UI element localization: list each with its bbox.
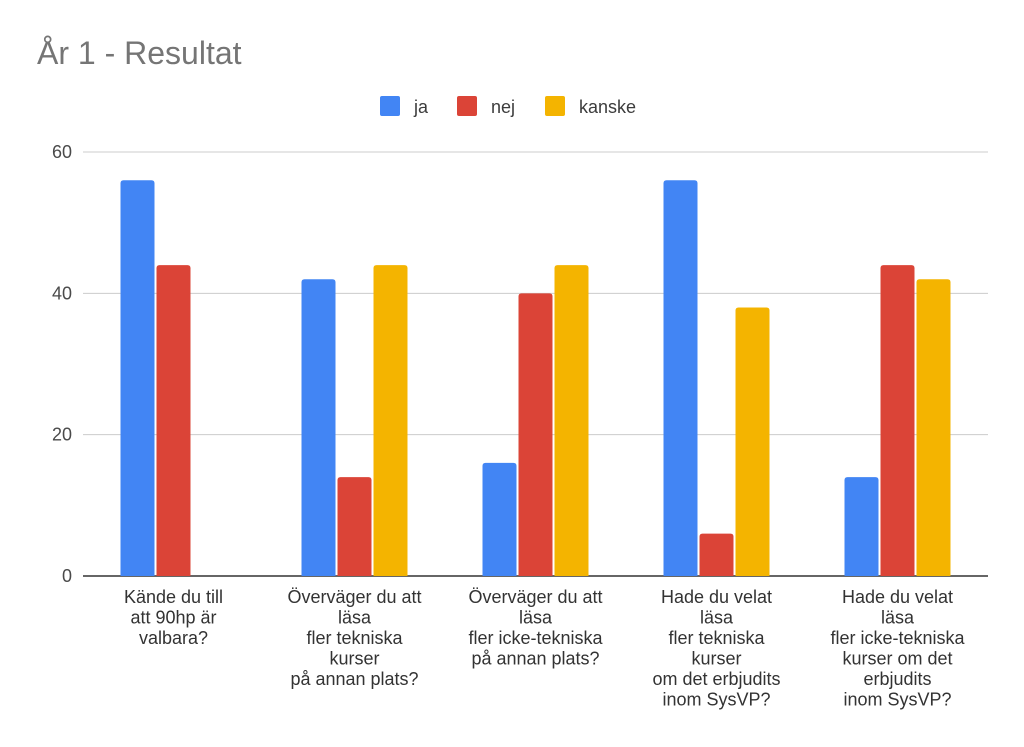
x-axis-labels: Kände du till att 90hp är valbara? Överväge… [124, 587, 966, 710]
y-tick-label: 0 [62, 566, 72, 586]
legend-swatch-ja [380, 96, 400, 116]
x-tick-label-2: Överväger du att läsa fler tekniska kurser p… [287, 587, 421, 689]
legend-label-nej: nej [491, 97, 515, 117]
bar-ja-3 [482, 462, 517, 576]
legend: ja nej kanske [380, 96, 636, 117]
bar-ja-5 [844, 477, 879, 576]
bar-nej-4 [699, 533, 734, 576]
bars [120, 180, 951, 576]
bar-kanske-5 [916, 279, 951, 576]
y-tick-label: 20 [52, 425, 72, 445]
bar-kanske-4 [735, 307, 770, 576]
legend-swatch-kanske [545, 96, 565, 116]
x-tick-label-3: Överväger du att läsa fler icke-tekniska på… [468, 587, 603, 669]
y-tick-label: 60 [52, 142, 72, 162]
legend-label-kanske: kanske [579, 97, 636, 117]
bar-kanske-2 [373, 265, 408, 576]
y-tick-label: 40 [52, 283, 72, 303]
legend-label-ja: ja [413, 97, 429, 117]
bar-nej-1 [156, 265, 191, 576]
legend-swatch-nej [457, 96, 477, 116]
x-tick-label-4: Hade du velat läsa fler tekniska kurser om d… [652, 587, 780, 710]
bar-ja-1 [120, 180, 155, 576]
bar-ja-2 [301, 279, 336, 576]
x-tick-label-5: Hade du velat läsa fler icke-tekniska kurse… [830, 587, 965, 710]
chart-title: År 1 - Resultat [37, 35, 242, 71]
bar-kanske-3 [554, 265, 589, 576]
bar-nej-2 [337, 477, 372, 576]
bar-ja-4 [663, 180, 698, 576]
y-axis-ticks: 0 20 40 60 [52, 142, 72, 586]
bar-nej-5 [880, 265, 915, 576]
bar-nej-3 [518, 293, 553, 576]
x-tick-label-1: Kände du till att 90hp är valbara? [124, 587, 223, 648]
